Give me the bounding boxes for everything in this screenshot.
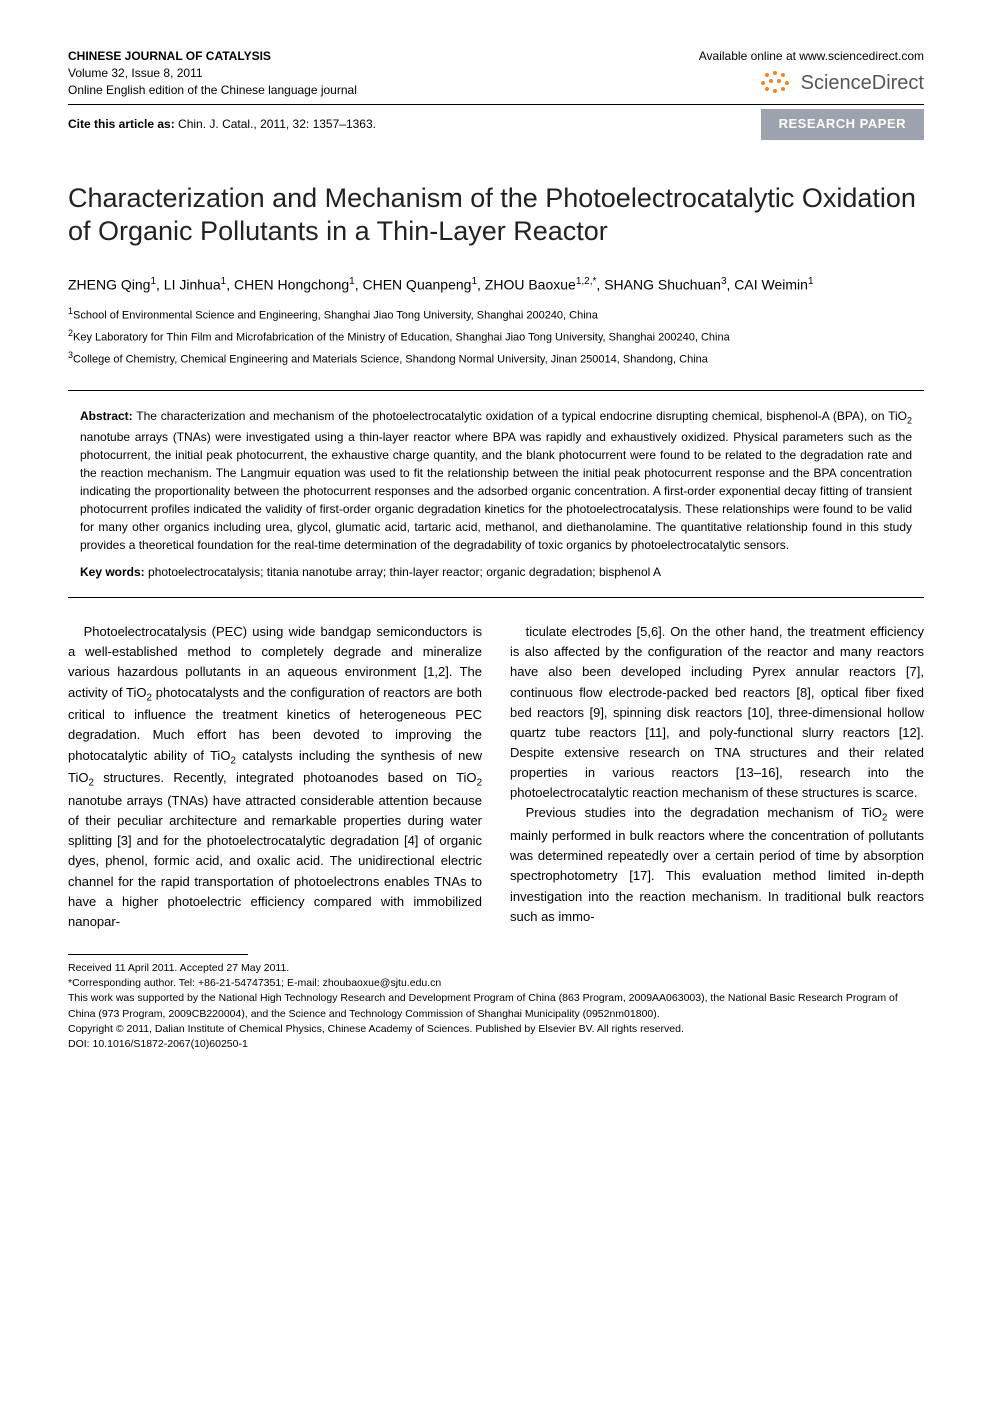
cite-label: Cite this article as: xyxy=(68,117,175,131)
abstract-block: Abstract: The characterization and mecha… xyxy=(68,390,924,598)
authors-line: ZHENG Qing1, LI Jinhua1, CHEN Hongchong1… xyxy=(68,275,924,295)
edition-line: Online English edition of the Chinese la… xyxy=(68,82,357,99)
available-online: Available online at www.sciencedirect.co… xyxy=(699,48,924,65)
header-row: CHINESE JOURNAL OF CATALYSIS Volume 32, … xyxy=(68,48,924,98)
affiliation-1: 1School of Environmental Science and Eng… xyxy=(68,305,924,324)
keywords-label: Key words: xyxy=(80,565,145,579)
article-title: Characterization and Mechanism of the Ph… xyxy=(68,182,924,250)
sciencedirect-logo: ScienceDirect xyxy=(699,69,924,97)
research-paper-badge: RESEARCH PAPER xyxy=(761,109,924,139)
affiliations-block: 1School of Environmental Science and Eng… xyxy=(68,305,924,368)
page: CHINESE JOURNAL OF CATALYSIS Volume 32, … xyxy=(0,0,992,1092)
footnotes-block: Received 11 April 2011. Accepted 27 May … xyxy=(68,961,924,1052)
abstract-label: Abstract: xyxy=(80,409,133,423)
body-para-2: ticulate electrodes [5,6]. On the other … xyxy=(510,622,924,803)
footnote-funding: This work was supported by the National … xyxy=(68,991,924,1021)
footnote-copyright: Copyright © 2011, Dalian Institute of Ch… xyxy=(68,1022,924,1037)
footnote-received: Received 11 April 2011. Accepted 27 May … xyxy=(68,961,924,976)
keywords-line: Key words: photoelectrocatalysis; titani… xyxy=(80,564,912,581)
body-column-left: Photoelectrocatalysis (PEC) using wide b… xyxy=(68,622,482,932)
affiliation-3: 3College of Chemistry, Chemical Engineer… xyxy=(68,349,924,368)
body-columns: Photoelectrocatalysis (PEC) using wide b… xyxy=(68,622,924,932)
availability-block: Available online at www.sciencedirect.co… xyxy=(699,48,924,97)
body-para-3: Previous studies into the degradation me… xyxy=(510,803,924,926)
cite-text: Cite this article as: Chin. J. Catal., 2… xyxy=(68,116,376,133)
journal-name: CHINESE JOURNAL OF CATALYSIS xyxy=(68,48,357,65)
body-para-1: Photoelectrocatalysis (PEC) using wide b… xyxy=(68,622,482,932)
header-rule xyxy=(68,104,924,105)
abstract-body: The characterization and mechanism of th… xyxy=(80,409,912,552)
cite-value: Chin. J. Catal., 2011, 32: 1357–1363. xyxy=(175,117,376,131)
sciencedirect-dots-icon xyxy=(759,71,793,95)
abstract-text: Abstract: The characterization and mecha… xyxy=(80,407,912,554)
volume-issue: Volume 32, Issue 8, 2011 xyxy=(68,65,357,82)
footnote-corresponding: *Corresponding author. Tel: +86-21-54747… xyxy=(68,976,924,991)
footnote-doi: DOI: 10.1016/S1872-2067(10)60250-1 xyxy=(68,1037,924,1052)
journal-block: CHINESE JOURNAL OF CATALYSIS Volume 32, … xyxy=(68,48,357,98)
keywords-text: photoelectrocatalysis; titania nanotube … xyxy=(145,565,661,579)
footnote-rule xyxy=(68,954,248,955)
affiliation-2: 2Key Laboratory for Thin Film and Microf… xyxy=(68,327,924,346)
sciencedirect-text: ScienceDirect xyxy=(801,69,924,97)
body-column-right: ticulate electrodes [5,6]. On the other … xyxy=(510,622,924,932)
cite-row: Cite this article as: Chin. J. Catal., 2… xyxy=(68,109,924,139)
